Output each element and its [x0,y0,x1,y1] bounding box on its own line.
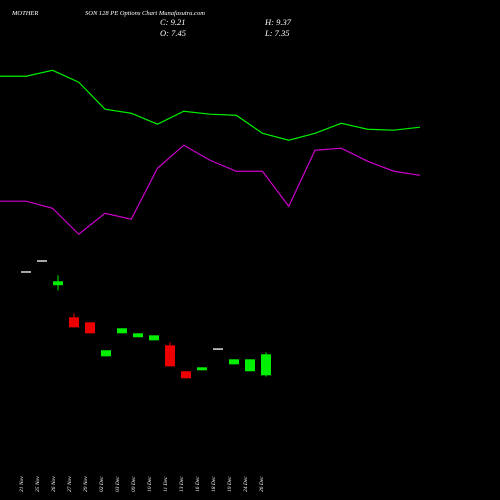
x-tick-label: 21 Nov [19,476,25,492]
x-tick-label: 02 Dec [99,476,105,492]
candle-body [21,271,31,273]
candle-body [181,371,191,379]
candle-body [245,359,255,372]
candle-body [165,345,175,367]
low-info: L: 7.35 [264,28,290,38]
x-tick-label: 18 Dec [211,476,217,492]
x-tick-label: 26 Dec [259,476,265,492]
high-info: H: 9.37 [264,17,292,27]
x-tick-label: 29 Nov [83,476,89,492]
x-tick-label: 19 Dec [227,476,233,492]
open-info: O: 7.45 [160,28,186,38]
candle-body [213,348,223,350]
candle-body [229,359,239,365]
candle-body [37,260,47,262]
close-info: C: 9.21 [160,17,186,27]
candle-body [117,328,127,334]
chart-title: SON 128 PE Options Chart Munafasutra.com [85,10,205,17]
indicator-line [0,144,421,236]
x-tick-label: 27 Nov [67,476,73,492]
x-tick-label: 25 Nov [35,476,41,492]
candle-body [53,281,63,286]
x-tick-label: 11 Dec [163,476,169,492]
candle-body [85,322,95,334]
candle-body [149,335,159,341]
candle-body [101,350,111,357]
x-tick-label: 09 Dec [131,476,137,492]
x-tick-label: 03 Dec [115,476,121,492]
candle-body [69,317,79,328]
x-tick-label: 10 Dec [147,476,153,492]
candle-body [197,367,207,371]
x-tick-label: 24 Dec [242,476,249,492]
indicator-line [0,69,421,141]
x-tick-label: 16 Dec [195,476,201,492]
candle-body [261,354,271,376]
chart-title: MOTHER [11,10,38,17]
candle-body [133,333,143,338]
x-tick-label: 26 Nov [51,476,57,492]
x-tick-label: 13 Dec [179,476,185,492]
